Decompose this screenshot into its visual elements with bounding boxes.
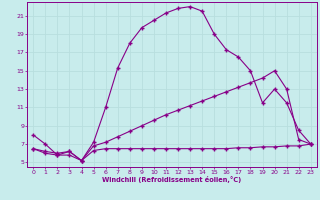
X-axis label: Windchill (Refroidissement éolien,°C): Windchill (Refroidissement éolien,°C) <box>102 176 242 183</box>
